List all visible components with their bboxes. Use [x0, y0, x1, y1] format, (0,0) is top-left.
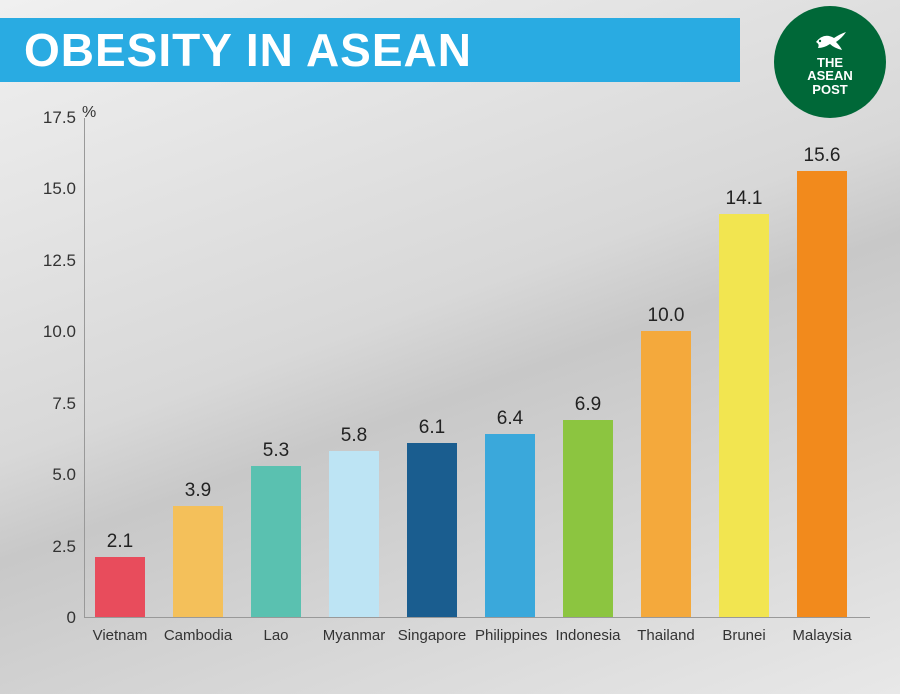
bar-value: 15.6 [797, 145, 847, 167]
logo-line3: POST [812, 83, 847, 97]
bar-value: 6.1 [407, 417, 457, 439]
y-tick: 17.5 [32, 108, 76, 128]
bar-brunei: 14.1Brunei [719, 214, 769, 617]
bar-label: Myanmar [319, 627, 389, 644]
title-banner: OBESITY IN ASEAN [0, 18, 740, 82]
y-tick: 12.5 [32, 251, 76, 271]
bar-label: Brunei [709, 627, 779, 644]
y-tick: 2.5 [32, 537, 76, 557]
bar-label: Philippines [475, 627, 545, 644]
bar-value: 3.9 [173, 480, 223, 502]
bar-singapore: 6.1Singapore [407, 443, 457, 617]
y-tick: 15.0 [32, 179, 76, 199]
bar-vietnam: 2.1Vietnam [95, 557, 145, 617]
bar-malaysia: 15.6Malaysia [797, 171, 847, 617]
bar-label: Indonesia [553, 627, 623, 644]
y-tick: 5.0 [32, 465, 76, 485]
bar-value: 6.4 [485, 408, 535, 430]
title-text: OBESITY IN ASEAN [24, 23, 472, 77]
bar-indonesia: 6.9Indonesia [563, 420, 613, 617]
bar-thailand: 10.0Thailand [641, 331, 691, 617]
bar-value: 14.1 [719, 188, 769, 210]
bar-label: Cambodia [163, 627, 233, 644]
bar-label: Vietnam [85, 627, 155, 644]
bar-label: Thailand [631, 627, 701, 644]
bar-label: Malaysia [787, 627, 857, 644]
y-tick: 0 [32, 608, 76, 628]
plot-area: 2.1Vietnam 3.9Cambodia 5.3Lao 5.8Myanmar 6.1… [84, 118, 870, 618]
logo-line2: ASEAN [807, 69, 853, 83]
bar-lao: 5.3Lao [251, 466, 301, 617]
bar-value: 10.0 [641, 305, 691, 327]
bar-value: 5.8 [329, 425, 379, 447]
bar-chart: % 02.55.07.510.012.515.017.5 2.1Vietnam3… [38, 118, 870, 648]
bar-value: 5.3 [251, 440, 301, 462]
bar-philippines: 6.4Philippines [485, 434, 535, 617]
logo-line1: THE [817, 56, 843, 70]
y-tick: 10.0 [32, 322, 76, 342]
bar-value: 2.1 [95, 531, 145, 553]
hummingbird-icon [812, 28, 848, 52]
y-tick: 7.5 [32, 394, 76, 414]
bar-label: Singapore [397, 627, 467, 644]
bar-cambodia: 3.9Cambodia [173, 506, 223, 617]
bar-myanmar: 5.8Myanmar [329, 451, 379, 617]
logo-badge: THE ASEAN POST [774, 6, 886, 118]
bar-value: 6.9 [563, 394, 613, 416]
bar-label: Lao [241, 627, 311, 644]
